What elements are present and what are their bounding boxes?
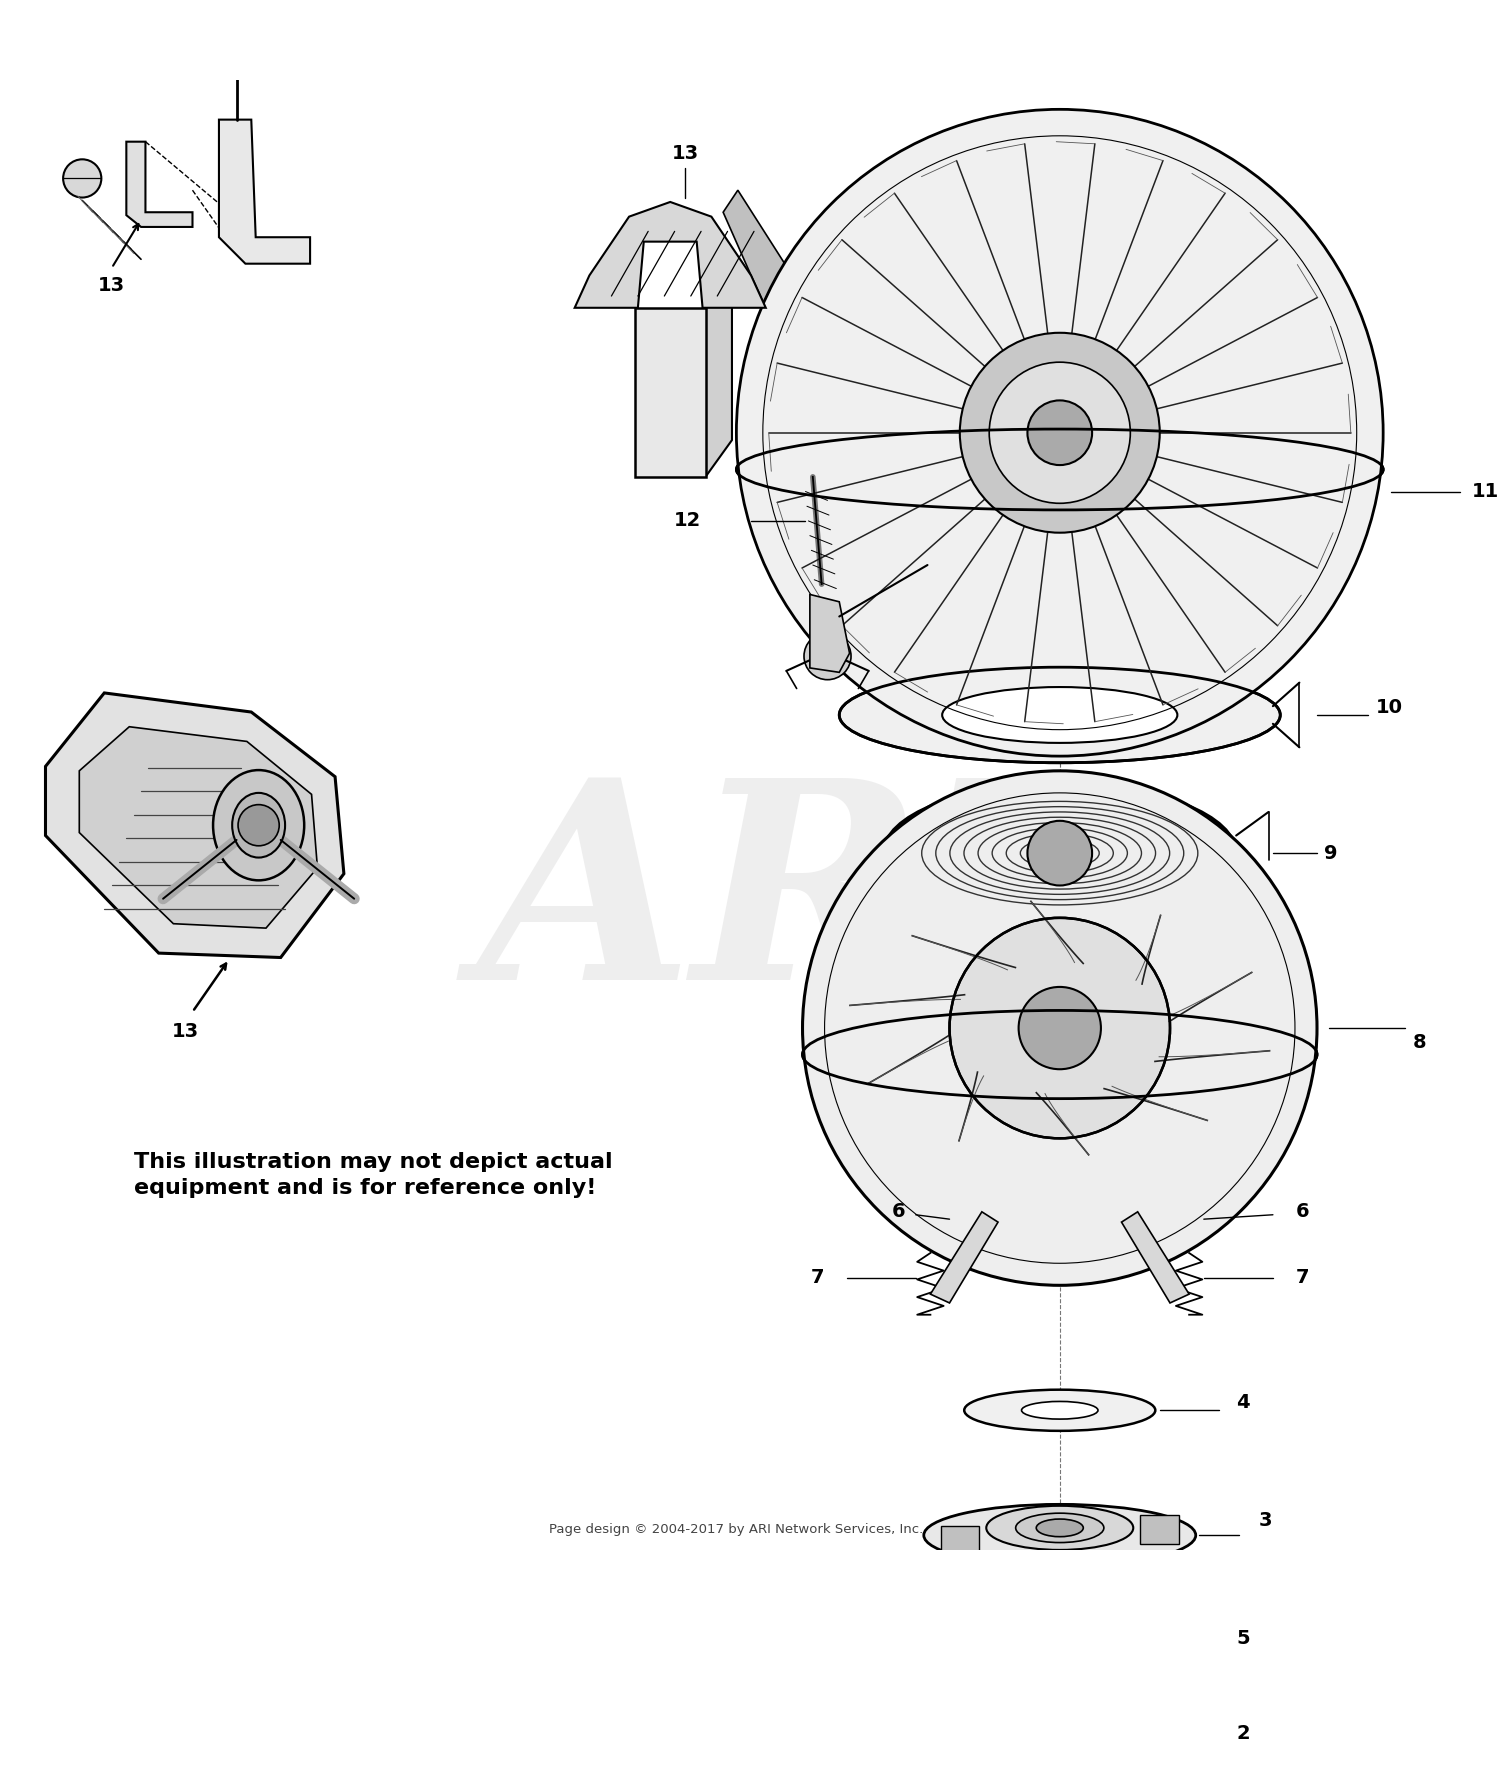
Circle shape — [736, 110, 1383, 756]
Polygon shape — [219, 120, 310, 263]
Ellipse shape — [1016, 1513, 1104, 1543]
Text: 7: 7 — [810, 1269, 824, 1288]
Text: 2: 2 — [1236, 1725, 1250, 1744]
Polygon shape — [1122, 1212, 1190, 1302]
Ellipse shape — [802, 1011, 1317, 1099]
Circle shape — [950, 917, 1170, 1138]
Ellipse shape — [964, 1389, 1155, 1431]
Ellipse shape — [1036, 1520, 1083, 1537]
Text: 7: 7 — [1296, 1269, 1310, 1288]
Ellipse shape — [736, 429, 1383, 511]
Circle shape — [1028, 401, 1092, 465]
Polygon shape — [810, 594, 849, 671]
Ellipse shape — [924, 1504, 1196, 1566]
Polygon shape — [574, 201, 766, 307]
Bar — [1140, 1514, 1179, 1544]
Text: 13: 13 — [672, 143, 699, 163]
Circle shape — [1019, 988, 1101, 1069]
Ellipse shape — [1005, 1728, 1114, 1755]
Polygon shape — [723, 191, 792, 307]
Circle shape — [1028, 822, 1092, 885]
Polygon shape — [126, 141, 192, 226]
Text: This illustration may not depict actual
equipment and is for reference only!: This illustration may not depict actual … — [134, 1152, 612, 1198]
Polygon shape — [930, 1212, 998, 1302]
Text: 8: 8 — [1413, 1034, 1426, 1053]
Text: 13: 13 — [171, 1021, 198, 1041]
Circle shape — [63, 159, 102, 198]
Text: 6: 6 — [1296, 1202, 1310, 1221]
Text: ARI: ARI — [477, 769, 1054, 1037]
Text: 6: 6 — [891, 1202, 904, 1221]
Ellipse shape — [884, 785, 1236, 922]
Text: 12: 12 — [674, 511, 702, 530]
Bar — [940, 1527, 980, 1555]
Ellipse shape — [232, 793, 285, 857]
Text: 10: 10 — [1376, 698, 1402, 717]
Ellipse shape — [1036, 1735, 1083, 1748]
Text: Page design © 2004-2017 by ARI Network Services, Inc.: Page design © 2004-2017 by ARI Network S… — [549, 1523, 924, 1536]
Ellipse shape — [987, 1505, 1134, 1550]
Ellipse shape — [213, 770, 304, 880]
Bar — [634, 307, 705, 477]
Circle shape — [960, 332, 1160, 532]
Polygon shape — [705, 270, 732, 477]
Text: 13: 13 — [98, 276, 124, 295]
Text: 11: 11 — [1472, 482, 1498, 502]
Polygon shape — [80, 726, 318, 928]
Circle shape — [238, 804, 279, 846]
Ellipse shape — [840, 668, 1281, 763]
Circle shape — [802, 770, 1317, 1285]
Polygon shape — [45, 693, 344, 958]
Text: 5: 5 — [1236, 1629, 1250, 1647]
Text: 9: 9 — [1324, 843, 1338, 862]
Ellipse shape — [942, 687, 1178, 742]
Ellipse shape — [1022, 1401, 1098, 1419]
Circle shape — [804, 633, 850, 680]
Text: 3: 3 — [1258, 1511, 1272, 1530]
Text: 4: 4 — [1236, 1394, 1250, 1412]
Circle shape — [988, 362, 1131, 504]
